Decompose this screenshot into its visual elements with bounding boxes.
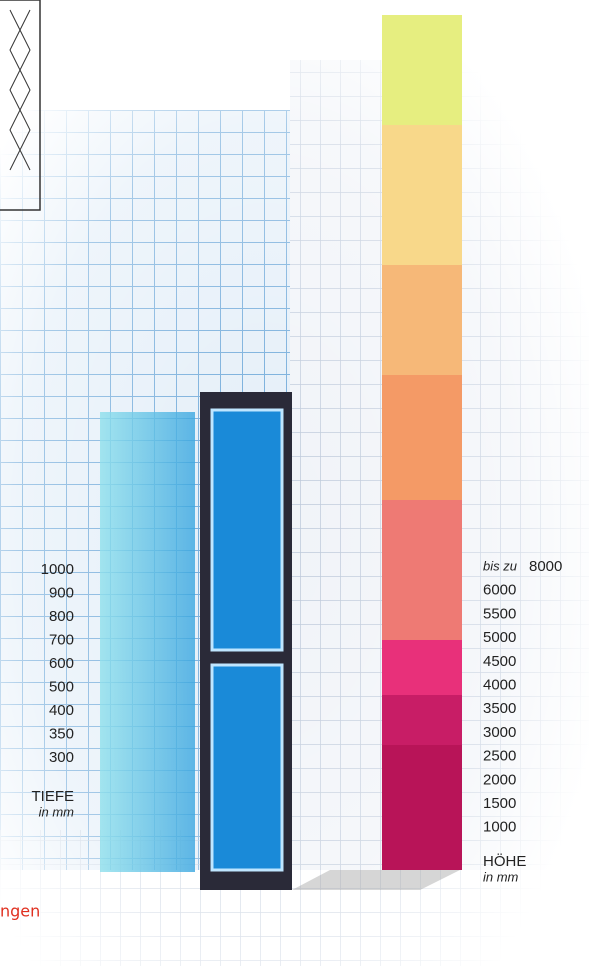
- height-value: 3500: [483, 700, 516, 717]
- height-title: HÖHE: [483, 852, 526, 870]
- height-unit: in mm: [483, 869, 519, 884]
- depth-value: 800: [49, 608, 74, 625]
- depth-unit: in mm: [39, 804, 75, 819]
- height-column: [382, 15, 462, 870]
- height-value: 4500: [483, 653, 516, 670]
- height-value: 8000: [529, 558, 562, 575]
- depth-value: 350: [49, 725, 74, 742]
- depth-value: 500: [49, 678, 74, 695]
- height-value: 3000: [483, 724, 516, 741]
- depth-value: 1000: [41, 561, 74, 578]
- height-labels: bis zu 8000 6000 5500 5000 4500 4000 3500 3000 25…: [483, 558, 562, 836]
- height-value: 4000: [483, 676, 516, 693]
- depth-title: TIEFE: [31, 788, 74, 805]
- depth-value: 600: [49, 655, 74, 672]
- height-value: 2500: [483, 748, 516, 765]
- depth-panel: [100, 412, 195, 872]
- depth-value: 900: [49, 584, 74, 601]
- shelf-frame: [200, 392, 460, 890]
- height-value: 6000: [483, 582, 516, 599]
- height-value: 2000: [483, 771, 516, 788]
- depth-value: 400: [49, 702, 74, 719]
- depth-labels: 1000 900 800 700 600 500 400 350 300: [41, 561, 74, 766]
- sketch: [0, 0, 41, 211]
- height-value: 1500: [483, 795, 516, 812]
- depth-value: 300: [49, 749, 74, 766]
- height-prefix: bis zu: [483, 558, 517, 573]
- footer-text: ngen: [0, 902, 40, 921]
- height-value: 5000: [483, 629, 516, 646]
- depth-value: 700: [49, 631, 74, 648]
- height-value: 1000: [483, 819, 516, 836]
- height-value: 5500: [483, 605, 516, 622]
